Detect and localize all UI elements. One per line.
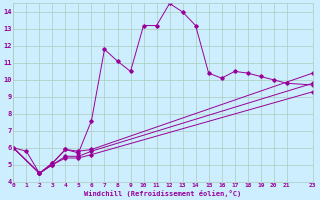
X-axis label: Windchill (Refroidissement éolien,°C): Windchill (Refroidissement éolien,°C) <box>84 190 242 197</box>
